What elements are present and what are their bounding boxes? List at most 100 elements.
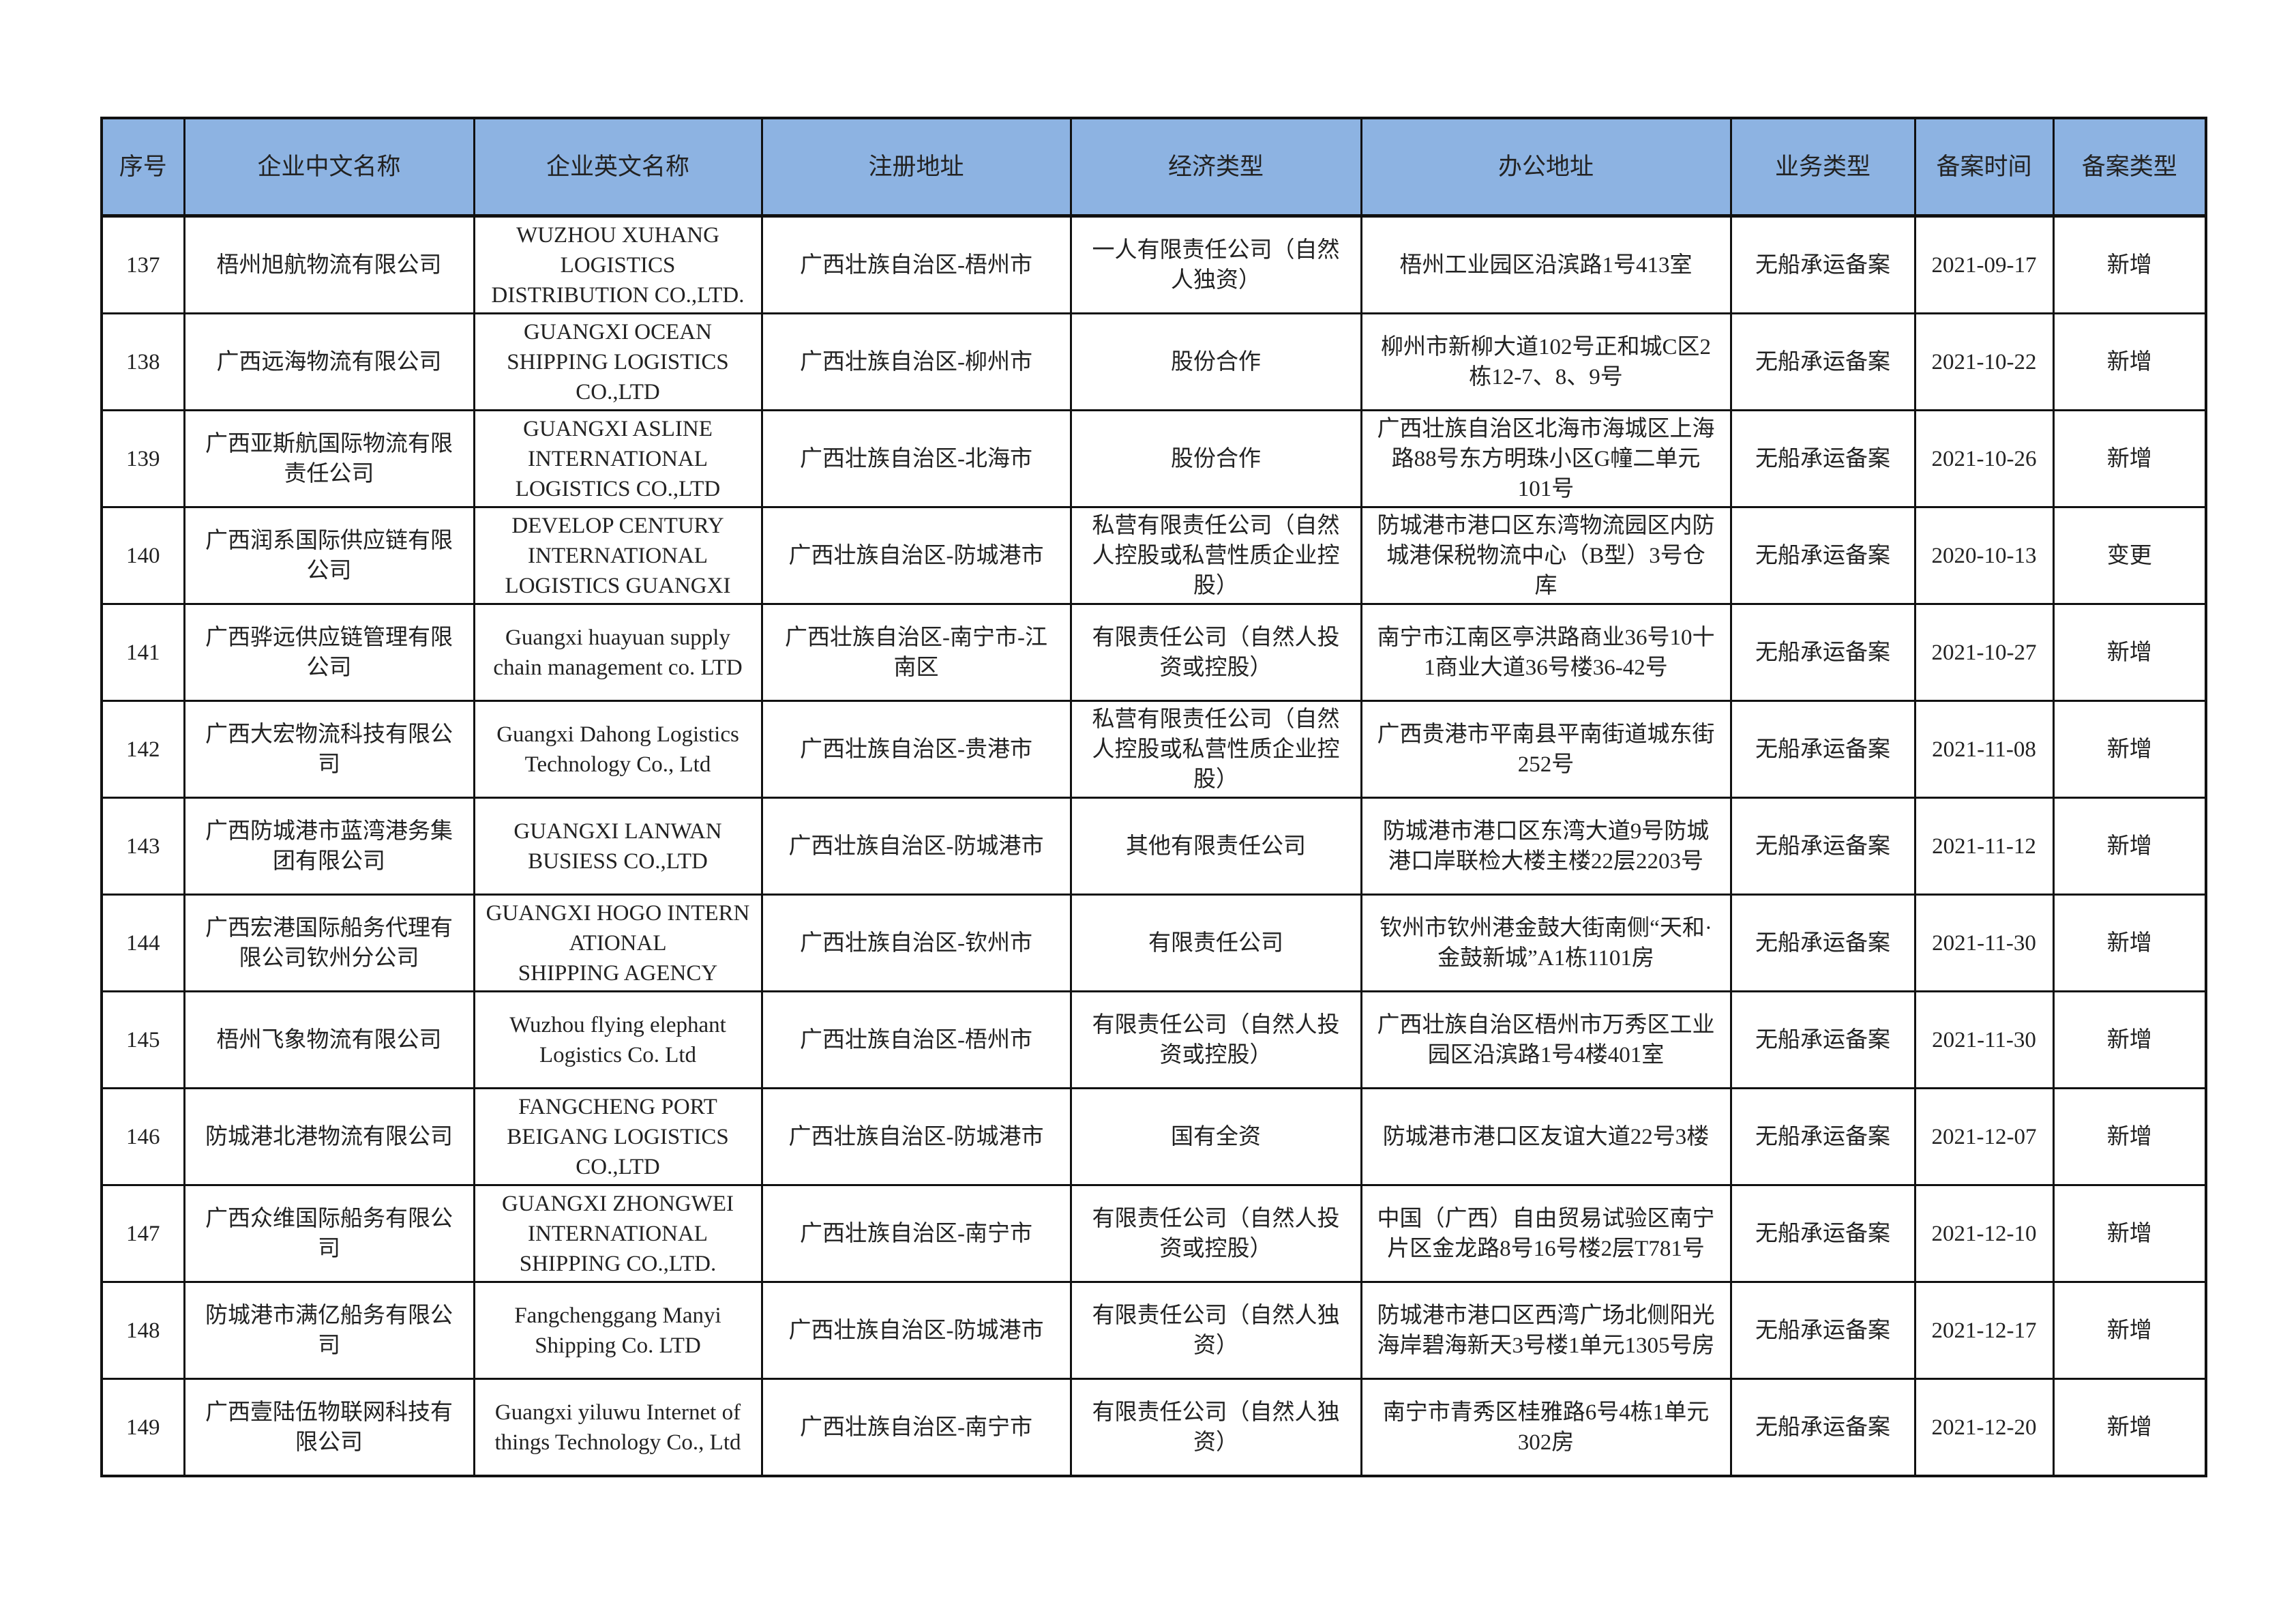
cell-seq: 141: [100, 603, 185, 702]
cell-office-address: 南宁市青秀区桂雅路6号4栋1单元 302房: [1360, 1378, 1732, 1477]
table-row: 149 广西壹陆伍物联网科技有 限公司 Guangxi yiluwu Interne…: [100, 1378, 2207, 1477]
cell-business-type: 无船承运备案: [1729, 700, 1916, 799]
cell-office-address: 广西贵港市平南县平南街道城东街 252号: [1360, 700, 1732, 799]
cell-econ-type: 其他有限责任公司: [1069, 797, 1362, 896]
cell-seq: 142: [100, 700, 185, 799]
cell-en-name: GUANGXI HOGO INTERN ATIONAL SHIPPING AGE…: [473, 894, 763, 992]
cell-reg-address: 广西壮族自治区-梧州市: [760, 990, 1072, 1089]
cell-en-name: GUANGXI OCEAN SHIPPING LOGISTICS CO.,LTD: [473, 312, 763, 411]
cell-en-name: Fangchenggang Manyi Shipping Co. LTD: [473, 1281, 763, 1380]
cell-reg-address: 广西壮族自治区-柳州市: [760, 312, 1072, 411]
cell-econ-type: 有限责任公司（自然人独 资）: [1069, 1281, 1362, 1380]
cell-filing-date: 2021-10-27: [1913, 603, 2055, 702]
cell-filing-type: 新增: [2052, 1281, 2207, 1380]
cell-filing-date: 2021-11-30: [1913, 990, 2055, 1089]
cell-econ-type: 国有全资: [1069, 1087, 1362, 1186]
cell-cn-name: 防城港北港物流有限公司: [183, 1087, 475, 1186]
cell-seq: 144: [100, 894, 185, 992]
column-header-filing-type: 备案类型: [2052, 117, 2207, 218]
cell-seq: 143: [100, 797, 185, 896]
cell-business-type: 无船承运备案: [1729, 215, 1916, 314]
cell-business-type: 无船承运备案: [1729, 603, 1916, 702]
cell-reg-address: 广西壮族自治区-防城港市: [760, 797, 1072, 896]
cell-filing-type: 新增: [2052, 409, 2207, 508]
cell-office-address: 中国（广西）自由贸易试验区南宁 片区金龙路8号16号楼2层T781号: [1360, 1184, 1732, 1283]
cell-seq: 138: [100, 312, 185, 411]
filing-table: 序号 企业中文名称 企业英文名称 注册地址 经济类型 办公地址 业务类型 备案时间 备案类型 1…: [100, 117, 2207, 1477]
cell-en-name: Guangxi yiluwu Internet of things Techno…: [473, 1378, 763, 1477]
cell-office-address: 广西壮族自治区北海市海城区上海 路88号东方明珠小区G幢二单元 101号: [1360, 409, 1732, 508]
table-row: 146 防城港北港物流有限公司 FANGCHENG PORT BEIGANG LOG…: [100, 1087, 2207, 1186]
cell-filing-date: 2021-12-17: [1913, 1281, 2055, 1380]
cell-cn-name: 广西宏港国际船务代理有 限公司钦州分公司: [183, 894, 475, 992]
header-row: 序号 企业中文名称 企业英文名称 注册地址 经济类型 办公地址 业务类型 备案时间 备案类型: [100, 117, 2207, 218]
cell-filing-date: 2021-12-07: [1913, 1087, 2055, 1186]
cell-office-address: 钦州市钦州港金鼓大街南侧“天和· 金鼓新城”A1栋1101房: [1360, 894, 1732, 992]
cell-reg-address: 广西壮族自治区-钦州市: [760, 894, 1072, 992]
cell-en-name: GUANGXI LANWAN BUSIESS CO.,LTD: [473, 797, 763, 896]
cell-filing-type: 新增: [2052, 215, 2207, 314]
cell-filing-date: 2021-11-30: [1913, 894, 2055, 992]
cell-econ-type: 有限责任公司（自然人投 资或控股）: [1069, 603, 1362, 702]
column-header-business-type: 业务类型: [1729, 117, 1916, 218]
cell-filing-date: 2021-12-20: [1913, 1378, 2055, 1477]
cell-en-name: FANGCHENG PORT BEIGANG LOGISTICS CO.,LTD: [473, 1087, 763, 1186]
cell-econ-type: 有限责任公司（自然人独 资）: [1069, 1378, 1362, 1477]
cell-business-type: 无船承运备案: [1729, 1087, 1916, 1186]
column-header-filing-date: 备案时间: [1913, 117, 2055, 218]
cell-office-address: 广西壮族自治区梧州市万秀区工业 园区沿滨路1号4楼401室: [1360, 990, 1732, 1089]
cell-filing-type: 新增: [2052, 312, 2207, 411]
cell-cn-name: 广西亚斯航国际物流有限 责任公司: [183, 409, 475, 508]
cell-filing-type: 新增: [2052, 1378, 2207, 1477]
cell-seq: 137: [100, 215, 185, 314]
cell-cn-name: 广西远海物流有限公司: [183, 312, 475, 411]
column-header-econ-type: 经济类型: [1069, 117, 1362, 218]
cell-econ-type: 有限责任公司: [1069, 894, 1362, 992]
cell-en-name: Guangxi huayuan supply chain management …: [473, 603, 763, 702]
table-row: 137 梧州旭航物流有限公司 WUZHOU XUHANG LOGISTICS DIS…: [100, 215, 2207, 314]
cell-cn-name: 广西众维国际船务有限公 司: [183, 1184, 475, 1283]
table-row: 140 广西润系国际供应链有限 公司 DEVELOP CENTURY INTERNA…: [100, 506, 2207, 605]
cell-filing-date: 2020-10-13: [1913, 506, 2055, 605]
cell-filing-type: 新增: [2052, 700, 2207, 799]
cell-en-name: Wuzhou flying elephant Logistics Co. Ltd: [473, 990, 763, 1089]
cell-business-type: 无船承运备案: [1729, 1184, 1916, 1283]
table-row: 147 广西众维国际船务有限公 司 GUANGXI ZHONGWEI INTERNA…: [100, 1184, 2207, 1283]
cell-reg-address: 广西壮族自治区-贵港市: [760, 700, 1072, 799]
cell-business-type: 无船承运备案: [1729, 1378, 1916, 1477]
cell-cn-name: 广西大宏物流科技有限公 司: [183, 700, 475, 799]
cell-econ-type: 有限责任公司（自然人投 资或控股）: [1069, 990, 1362, 1089]
cell-cn-name: 广西润系国际供应链有限 公司: [183, 506, 475, 605]
cell-office-address: 柳州市新柳大道102号正和城C区2 栋12-7、8、9号: [1360, 312, 1732, 411]
cell-en-name: DEVELOP CENTURY INTERNATIONAL LOGISTICS …: [473, 506, 763, 605]
cell-en-name: WUZHOU XUHANG LOGISTICS DISTRIBUTION CO.…: [473, 215, 763, 314]
table-row: 141 广西骅远供应链管理有限 公司 Guangxi huayuan supply …: [100, 603, 2207, 702]
cell-reg-address: 广西壮族自治区-北海市: [760, 409, 1072, 508]
cell-filing-type: 新增: [2052, 1087, 2207, 1186]
cell-cn-name: 梧州飞象物流有限公司: [183, 990, 475, 1089]
cell-business-type: 无船承运备案: [1729, 894, 1916, 992]
cell-filing-type: 变更: [2052, 506, 2207, 605]
cell-seq: 148: [100, 1281, 185, 1380]
column-header-office-address: 办公地址: [1360, 117, 1732, 218]
cell-office-address: 防城港市港口区东湾大道9号防城 港口岸联检大楼主楼22层2203号: [1360, 797, 1732, 896]
column-header-cn-name: 企业中文名称: [183, 117, 475, 218]
cell-business-type: 无船承运备案: [1729, 312, 1916, 411]
cell-filing-date: 2021-11-12: [1913, 797, 2055, 896]
table-row: 144 广西宏港国际船务代理有 限公司钦州分公司 GUANGXI HOGO INTE…: [100, 894, 2207, 992]
cell-filing-date: 2021-11-08: [1913, 700, 2055, 799]
cell-seq: 149: [100, 1378, 185, 1477]
cell-seq: 146: [100, 1087, 185, 1186]
table-row: 148 防城港市满亿船务有限公 司 Fangchenggang Manyi Ship…: [100, 1281, 2207, 1380]
cell-seq: 145: [100, 990, 185, 1089]
cell-business-type: 无船承运备案: [1729, 506, 1916, 605]
column-header-en-name: 企业英文名称: [473, 117, 763, 218]
cell-office-address: 防城港市港口区东湾物流园区内防 城港保税物流中心（B型）3号仓 库: [1360, 506, 1732, 605]
cell-filing-type: 新增: [2052, 797, 2207, 896]
cell-seq: 147: [100, 1184, 185, 1283]
cell-business-type: 无船承运备案: [1729, 1281, 1916, 1380]
cell-filing-date: 2021-10-22: [1913, 312, 2055, 411]
table-row: 145 梧州飞象物流有限公司 Wuzhou flying elephant Logi…: [100, 990, 2207, 1089]
cell-reg-address: 广西壮族自治区-防城港市: [760, 1281, 1072, 1380]
cell-cn-name: 防城港市满亿船务有限公 司: [183, 1281, 475, 1380]
